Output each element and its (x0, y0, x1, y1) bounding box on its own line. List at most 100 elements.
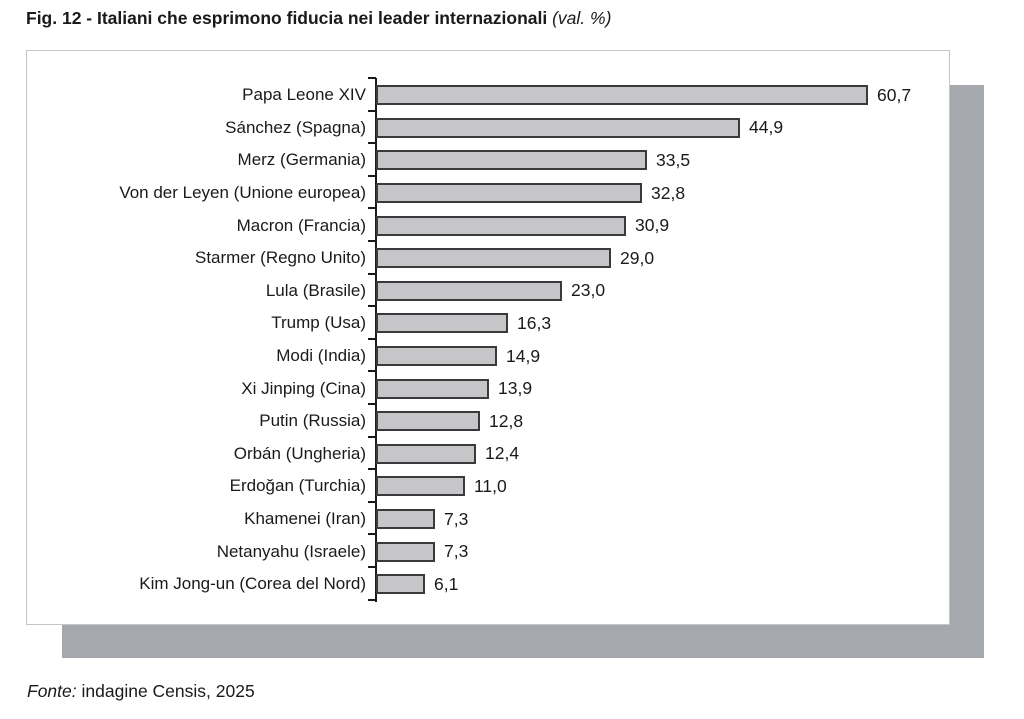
axis-tick (368, 273, 376, 275)
bar-area: 29,0 (376, 248, 949, 269)
chart-row: Trump (Usa) 16,3 (27, 307, 949, 340)
value-label: 7,3 (444, 541, 469, 562)
value-label: 7,3 (444, 508, 469, 529)
source-label: Fonte: (27, 681, 77, 701)
bar (376, 541, 435, 562)
category-label: Merz (Germania) (237, 150, 366, 170)
bar-area: 30,9 (376, 215, 949, 236)
value-label: 60,7 (877, 84, 912, 105)
category-label: Orbán (Ungheria) (233, 443, 366, 463)
bar (376, 574, 425, 595)
bar (376, 280, 562, 301)
bar-area: 12,4 (376, 443, 949, 464)
axis-tick (368, 436, 376, 438)
chart-row: Von der Leyen (Unione europea) 32,8 (27, 177, 949, 210)
chart-row: Orbán (Ungheria) 12,4 (27, 438, 949, 471)
axis-tick (368, 110, 376, 112)
chart-panel: Papa Leone XIV 60,7 Sánchez (Spagna) 44,9 Me… (26, 50, 950, 625)
bar-rows: Papa Leone XIV 60,7 Sánchez (Spagna) 44,9 Me… (27, 79, 949, 601)
value-label: 32,8 (651, 182, 686, 203)
axis-tick (368, 468, 376, 470)
axis-tick (368, 566, 376, 568)
bar (376, 476, 465, 497)
value-label: 16,3 (517, 312, 552, 333)
bar (376, 378, 489, 399)
axis-tick (368, 599, 376, 601)
axis-tick (368, 77, 376, 79)
category-label: Putin (Russia) (259, 411, 366, 431)
bar-area: 16,3 (376, 313, 949, 334)
category-label: Kim Jong-un (Corea del Nord) (139, 574, 366, 594)
bar-area: 60,7 (376, 85, 949, 106)
bar (376, 346, 497, 367)
category-label: Erdoğan (Turchia) (229, 476, 366, 496)
chart-row: Macron (Francia) 30,9 (27, 209, 949, 242)
axis-tick (368, 175, 376, 177)
chart-row: Sánchez (Spagna) 44,9 (27, 112, 949, 145)
category-label: Trump (Usa) (271, 313, 366, 333)
bar (376, 85, 868, 106)
axis-tick (368, 305, 376, 307)
axis-tick (368, 370, 376, 372)
axis-tick (368, 142, 376, 144)
chart-row: Papa Leone XIV 60,7 (27, 79, 949, 112)
figure-title-text: Fig. 12 - Italiani che esprimono fiducia… (26, 8, 548, 28)
bar (376, 183, 642, 204)
axis-tick (368, 533, 376, 535)
category-label: Xi Jinping (Cina) (241, 378, 366, 398)
value-label: 6,1 (434, 573, 459, 594)
bar-area: 13,9 (376, 378, 949, 399)
chart-row: Merz (Germania) 33,5 (27, 144, 949, 177)
bar-area: 44,9 (376, 117, 949, 138)
category-label: Von der Leyen (Unione europea) (119, 183, 366, 203)
axis-tick (368, 338, 376, 340)
category-label: Macron (Francia) (236, 215, 366, 235)
source-note: Fonte: indagine Censis, 2025 (27, 681, 255, 702)
bar (376, 248, 611, 269)
bar-area: 7,3 (376, 509, 949, 530)
chart-row: Putin (Russia) 12,8 (27, 405, 949, 438)
bar (376, 215, 626, 236)
chart-row: Modi (India) 14,9 (27, 340, 949, 373)
bar-area: 7,3 (376, 541, 949, 562)
category-label: Modi (India) (276, 346, 366, 366)
category-label: Lula (Brasile) (265, 280, 366, 300)
figure-title: Fig. 12 - Italiani che esprimono fiducia… (26, 8, 611, 29)
chart-row: Xi Jinping (Cina) 13,9 (27, 372, 949, 405)
axis-tick (368, 207, 376, 209)
bar-area: 23,0 (376, 280, 949, 301)
value-label: 33,5 (656, 149, 691, 170)
value-label: 14,9 (506, 345, 541, 366)
chart-row: Kim Jong-un (Corea del Nord) 6,1 (27, 568, 949, 601)
value-label: 12,4 (485, 443, 520, 464)
bar (376, 411, 480, 432)
bar (376, 313, 508, 334)
chart-row: Erdoğan (Turchia) 11,0 (27, 470, 949, 503)
figure-title-unit: (val. %) (552, 8, 612, 28)
axis-tick (368, 501, 376, 503)
value-label: 23,0 (571, 280, 606, 301)
value-label: 13,9 (498, 378, 533, 399)
bar (376, 117, 740, 138)
bar-area: 6,1 (376, 574, 949, 595)
value-label: 11,0 (474, 475, 507, 496)
chart-row: Starmer (Regno Unito) 29,0 (27, 242, 949, 275)
bar (376, 509, 435, 530)
source-text: indagine Censis, 2025 (81, 681, 255, 701)
chart-row: Khamenei (Iran) 7,3 (27, 503, 949, 536)
category-label: Starmer (Regno Unito) (194, 248, 366, 268)
bar-area: 12,8 (376, 411, 949, 432)
chart-row: Netanyahu (Israele) 7,3 (27, 535, 949, 568)
bar (376, 443, 476, 464)
category-label: Khamenei (Iran) (244, 509, 366, 529)
axis-tick (368, 403, 376, 405)
value-label: 44,9 (749, 117, 784, 138)
axis-ticks (368, 77, 376, 602)
category-label: Netanyahu (Israele) (216, 541, 366, 561)
bar-area: 11,0 (376, 476, 949, 497)
value-label: 29,0 (620, 247, 655, 268)
bar-area: 32,8 (376, 183, 949, 204)
chart-row: Lula (Brasile) 23,0 (27, 275, 949, 308)
value-label: 30,9 (635, 215, 670, 236)
